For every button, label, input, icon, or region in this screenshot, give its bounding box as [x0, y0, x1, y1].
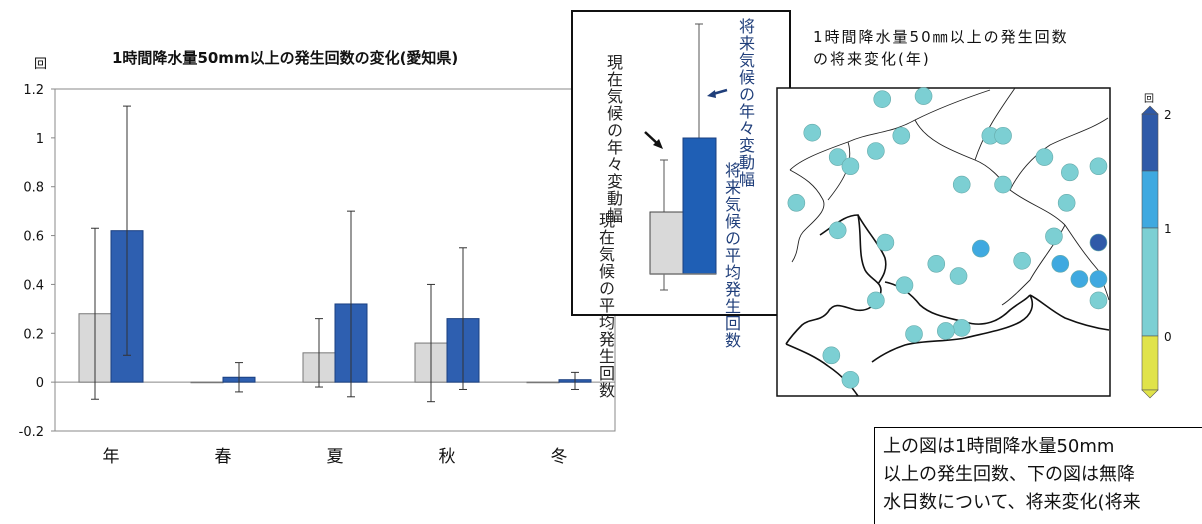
x-tick-label: 夏 — [327, 447, 344, 467]
note-box: 上の図は1時間降水量50mm 以上の発生回数、下の図は無降 水日数について、将来… — [874, 427, 1202, 524]
map-station-point — [787, 194, 806, 212]
colorbar-segment — [1141, 113, 1159, 172]
map-title-line2: の将来変化(年) — [813, 50, 931, 68]
legend-diagram: 現在気候の年々変動幅 将来気候の年々変動幅 現在気候の平均発生回数 将来気候の平… — [571, 10, 791, 399]
map-coastline — [785, 214, 1110, 397]
map-station-point — [1045, 227, 1063, 246]
bar-chart: 回 1.2 1 0.8 0.6 0.4 0.2 0 -0.2 年 春 夏 秋 冬 — [19, 57, 616, 467]
colorbar-segment — [1141, 227, 1159, 337]
map-station-point — [952, 319, 971, 337]
fut-range-label: 将来気候の年々変動幅 — [736, 18, 755, 188]
y-tick-label: -0.2 — [19, 425, 44, 440]
y-tick-label: 0 — [36, 376, 44, 391]
colorbar-unit: 回 — [1144, 93, 1154, 105]
colorbar-segment — [1141, 335, 1159, 391]
y-tick-label: 0.2 — [23, 327, 44, 342]
map-station-point — [905, 325, 923, 343]
map-station-point — [895, 276, 914, 295]
map-station-point — [873, 90, 892, 108]
map-station-point — [803, 123, 822, 142]
y-tick-label: 0.4 — [23, 278, 44, 293]
map-station-point — [937, 322, 955, 340]
map-station-point — [822, 346, 841, 365]
colorbar-top-arrow — [1141, 105, 1159, 115]
map-station-point — [867, 291, 885, 310]
x-tick-label: 年 — [103, 447, 120, 467]
map-station-point — [1061, 163, 1079, 182]
map-station-point — [892, 126, 911, 145]
map-station-point — [1089, 233, 1108, 252]
map-station-point — [927, 255, 946, 273]
cur-range-label: 現在気候の年々変動幅 — [604, 54, 623, 224]
colorbar-segment — [1141, 170, 1159, 229]
map-station-point — [1057, 194, 1076, 212]
map-station-point — [949, 267, 968, 285]
map-station-point — [841, 157, 860, 176]
map-title-line1: 1時間降水量50㎜以上の発生回数 — [813, 28, 1069, 46]
note-line: 以上の発生回数、下の図は無降 — [883, 464, 1135, 485]
map-station-point — [1051, 255, 1070, 273]
map-station-point — [914, 87, 933, 105]
chart-title: 1時間降水量50mm以上の発生回数の変化(愛知県) — [112, 49, 459, 67]
colorbar-bottom-arrow — [1141, 389, 1159, 399]
note-line: 上の図は1時間降水量50mm — [883, 436, 1115, 457]
y-tick-label: 0.8 — [23, 181, 44, 196]
colorbar-tick-label: 2 — [1164, 108, 1172, 122]
map-station-point — [876, 233, 895, 252]
x-tick-label: 冬 — [551, 447, 568, 467]
y-tick-label: 1 — [36, 132, 44, 147]
future-mean-bar — [682, 137, 717, 275]
map-station-point — [828, 221, 847, 240]
y-tick-label: 0.6 — [23, 230, 44, 245]
map-station-point — [994, 175, 1012, 194]
map-station-point — [1035, 148, 1054, 166]
colorbar-tick-label: 0 — [1164, 330, 1172, 344]
map-station-point — [867, 142, 885, 160]
map-station-point — [841, 370, 860, 389]
x-tick-label: 春 — [215, 447, 232, 467]
map-station-point — [994, 126, 1012, 145]
y-axis-label: 回 — [34, 57, 47, 72]
cur-mean-label: 現在気候の平均発生回数 — [596, 212, 615, 399]
fut-mean-label: 将来気候の平均発生回数 — [722, 162, 741, 349]
y-tick-label: 1.2 — [23, 83, 44, 98]
map-station-point — [1089, 157, 1108, 176]
map-station-point — [828, 148, 847, 166]
map-station-point — [1070, 270, 1089, 288]
x-tick-label: 秋 — [439, 447, 456, 467]
colorbar-tick-label: 1 — [1164, 222, 1172, 236]
map-station-point — [1089, 270, 1108, 288]
map-station-point — [1089, 291, 1108, 310]
legend-diagram-graphic — [644, 23, 728, 291]
map-station-point — [1013, 251, 1031, 270]
map-station-point — [952, 175, 971, 194]
map-station-point — [971, 239, 990, 258]
note-line: 水日数について、将来変化(将来 — [883, 492, 1141, 513]
